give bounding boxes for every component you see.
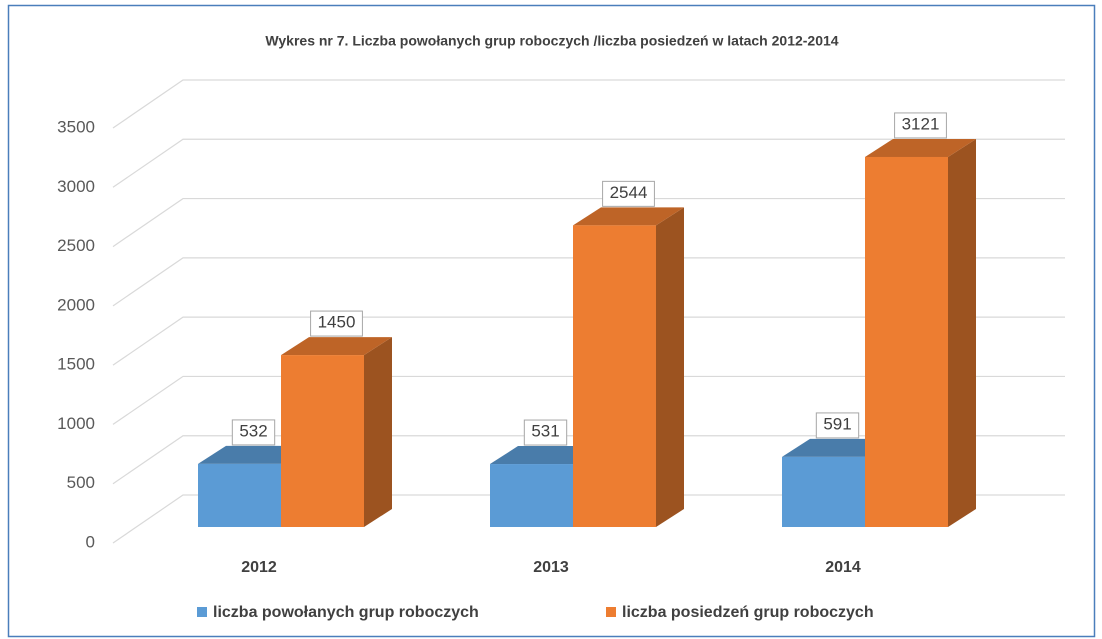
y-tick-label: 500 xyxy=(67,473,95,492)
grid-line xyxy=(112,257,1065,307)
bar xyxy=(281,337,392,527)
y-tick-label: 2000 xyxy=(57,295,95,314)
y-tick-label: 1000 xyxy=(57,414,95,433)
legend-label: liczba powołanych grup roboczych xyxy=(213,604,479,621)
y-tick-label: 2500 xyxy=(57,236,95,255)
bar xyxy=(865,138,976,527)
data-label-box xyxy=(310,310,363,337)
bar xyxy=(573,207,684,527)
bar-front xyxy=(198,463,281,527)
bar-top xyxy=(281,337,392,356)
bar-side xyxy=(656,207,684,527)
data-label-box xyxy=(523,419,568,446)
bar-front xyxy=(782,456,865,527)
bar-front xyxy=(281,355,364,527)
grid-line xyxy=(112,494,1065,544)
x-tick-label: 2013 xyxy=(533,559,569,576)
y-tick-label: 3000 xyxy=(57,177,95,196)
grid-line xyxy=(112,197,1065,248)
grid-line xyxy=(112,435,1065,485)
x-tick-label: 2014 xyxy=(825,559,861,576)
y-tick-label: 3500 xyxy=(57,117,95,136)
bar-front xyxy=(865,156,948,527)
bar-side xyxy=(364,337,392,527)
data-label-box xyxy=(894,112,947,139)
grid-line xyxy=(112,375,1065,425)
grid-line xyxy=(112,138,1065,188)
bar-front xyxy=(573,225,656,527)
grid-line xyxy=(112,79,1065,129)
chart-title: Wykres nr 7. Liczba powołanych grup robo… xyxy=(265,33,838,49)
y-tick-label: 1500 xyxy=(57,355,95,374)
legend-swatch xyxy=(606,607,616,617)
data-label: 591 xyxy=(823,414,851,433)
data-label-box xyxy=(815,412,860,439)
data-label: 532 xyxy=(239,421,267,440)
bar-top xyxy=(865,138,976,157)
data-label-box xyxy=(602,180,655,207)
data-label-box xyxy=(231,419,276,446)
data-label: 531 xyxy=(531,422,559,441)
grid-line xyxy=(112,316,1065,366)
legend-label: liczba posiedzeń grup roboczych xyxy=(622,604,874,621)
data-label: 3121 xyxy=(902,114,940,133)
data-label: 1450 xyxy=(318,313,356,332)
bar-side xyxy=(948,138,976,527)
x-tick-label: 2012 xyxy=(241,559,277,576)
legend-swatch xyxy=(197,607,207,617)
bar-top xyxy=(573,207,684,226)
y-tick-label: 0 xyxy=(86,532,95,551)
bar-front xyxy=(490,464,573,527)
data-label: 2544 xyxy=(610,183,648,202)
